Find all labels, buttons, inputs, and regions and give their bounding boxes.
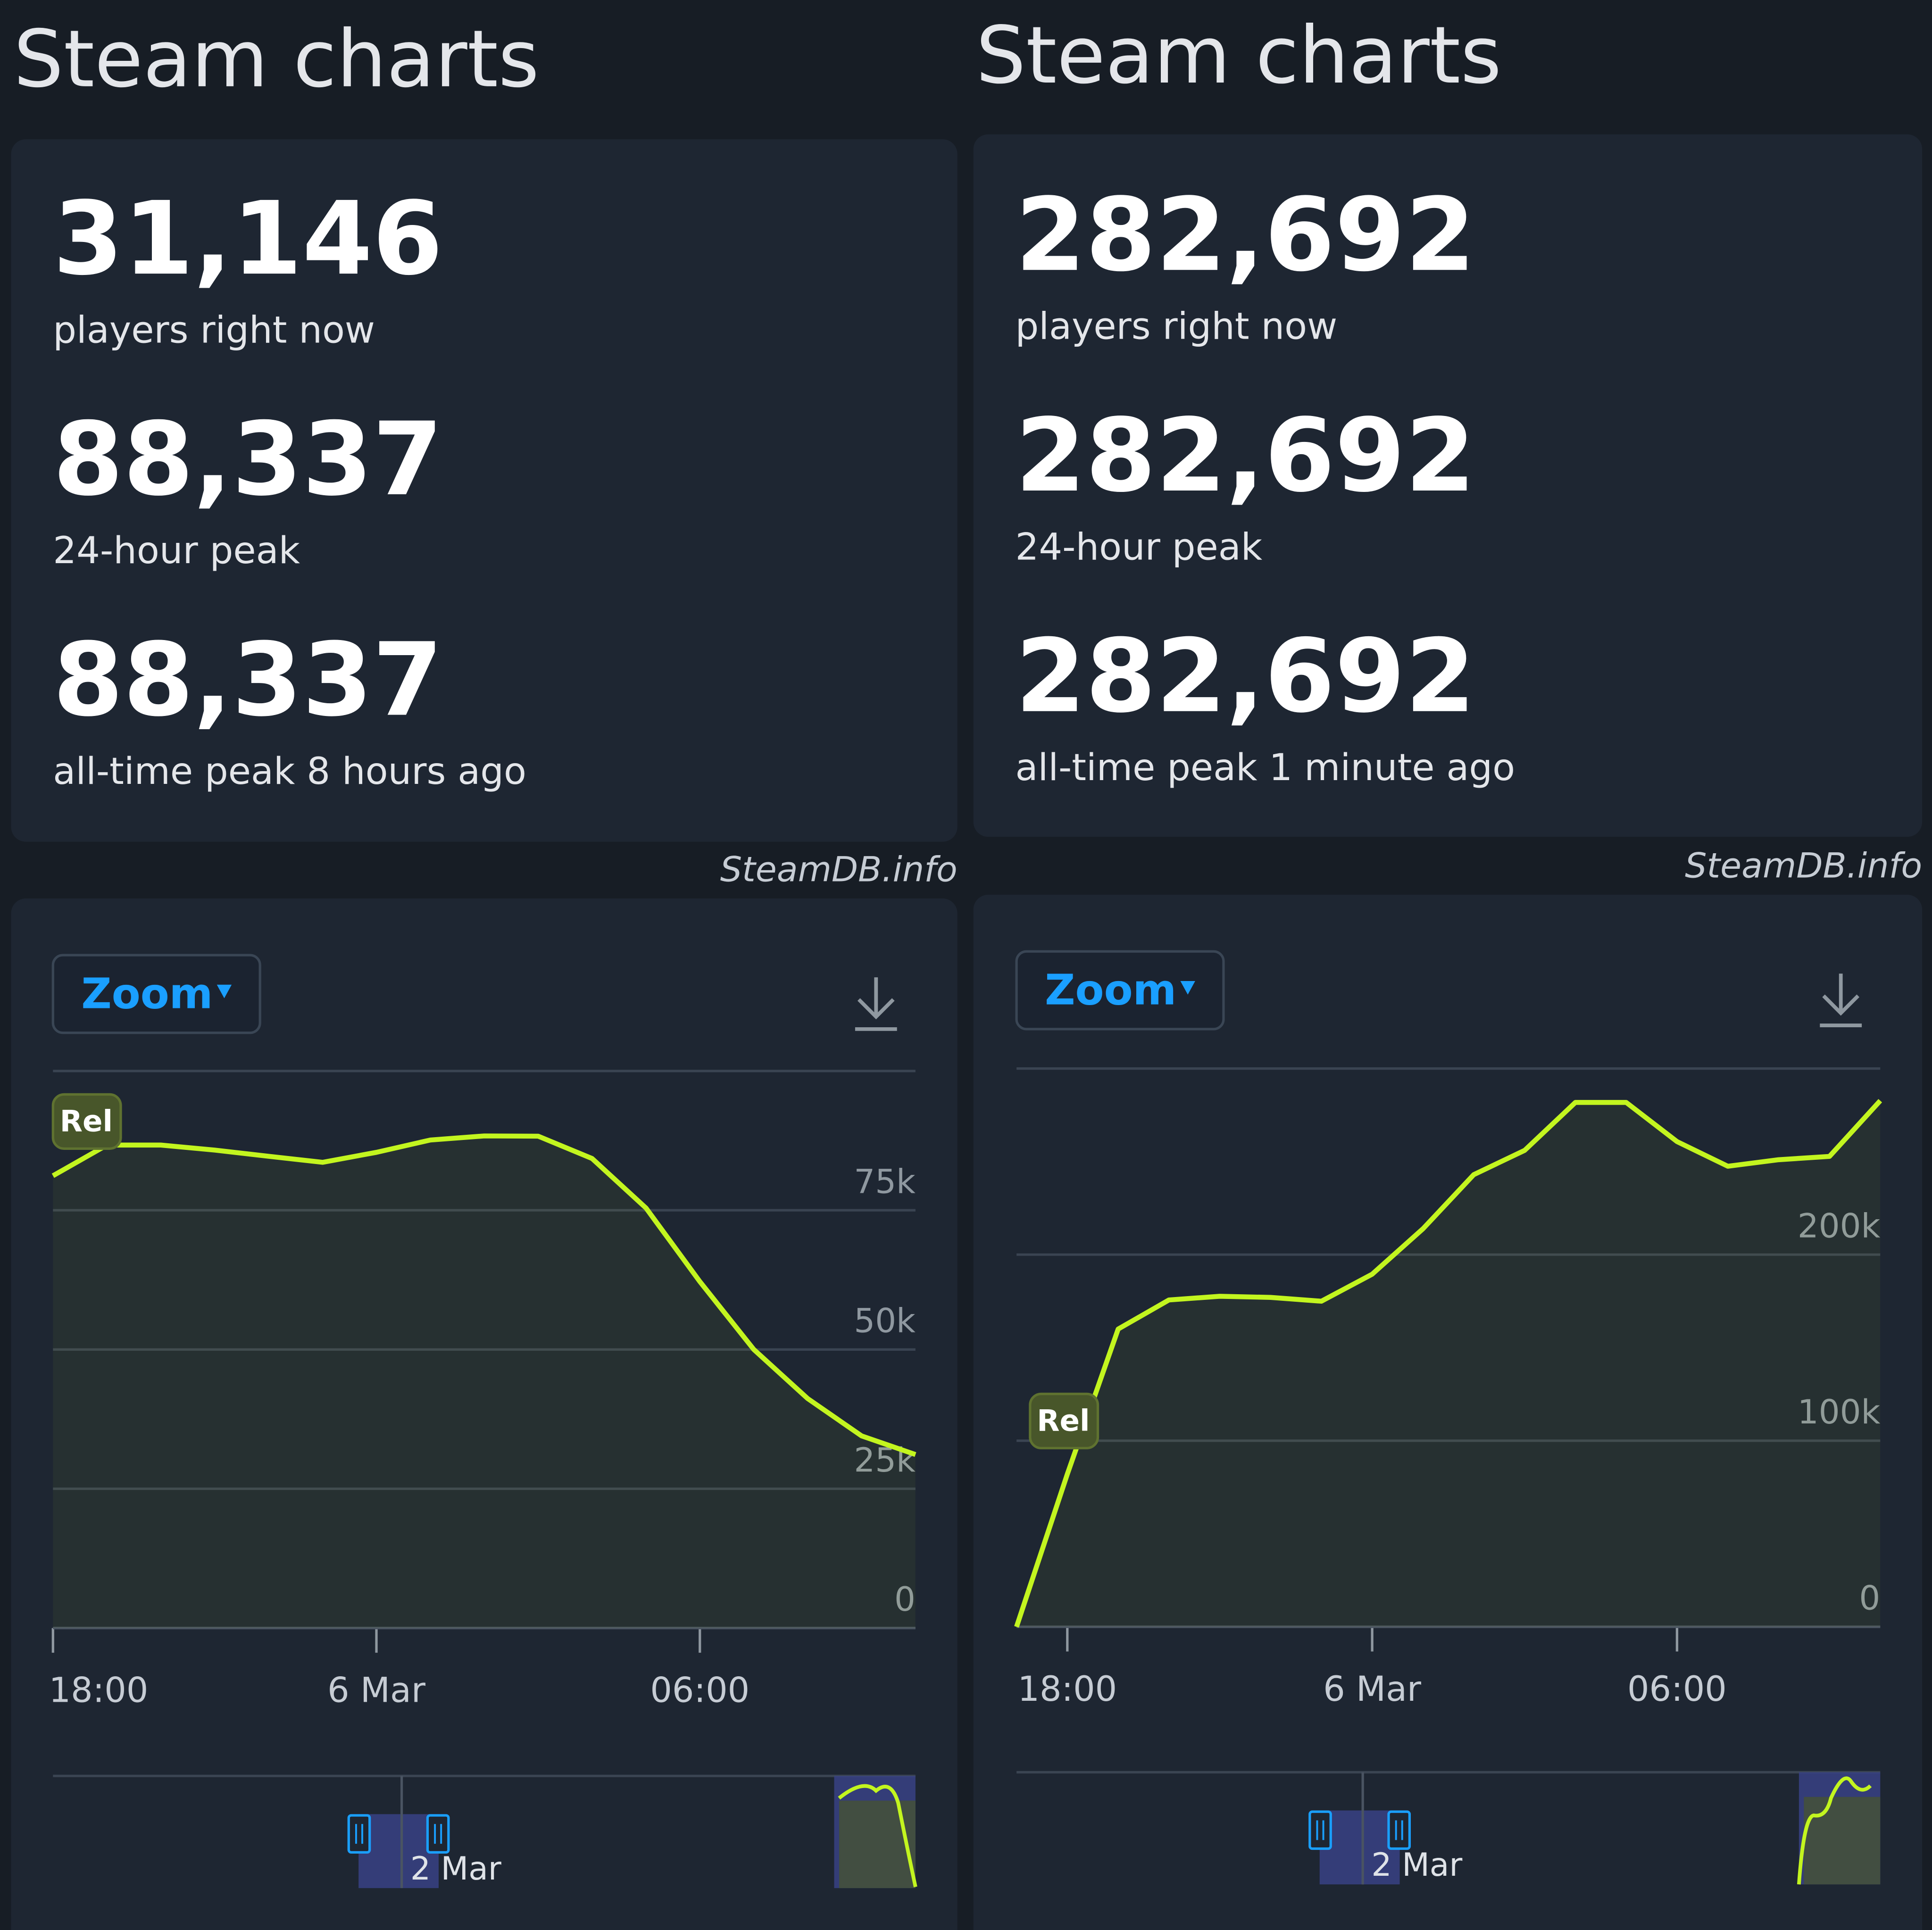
navigator-handle[interactable] <box>1387 1810 1411 1850</box>
zoom-button[interactable] <box>51 954 261 1034</box>
stats-card <box>973 134 1923 837</box>
stat-label: players right now <box>1015 305 1337 348</box>
release-badge-label: Rel <box>60 1104 113 1139</box>
zoom-button[interactable] <box>1015 950 1225 1031</box>
series-area <box>53 1136 916 1628</box>
navigator-handle-grip[interactable] <box>434 1824 442 1844</box>
stat-value: 282,692 <box>1015 617 1475 735</box>
navigator-handle[interactable] <box>347 1814 371 1854</box>
y-tick-label: 100k <box>1798 1393 1881 1431</box>
stat-label: all-time peak 8 hours ago <box>53 750 526 793</box>
y-tick-label: 50k <box>854 1302 916 1340</box>
download-icon[interactable] <box>855 977 897 1031</box>
stat-value: 88,337 <box>53 621 443 739</box>
y-tick-label: 200k <box>1798 1206 1881 1245</box>
navigator-handle-grip[interactable] <box>1316 1820 1324 1840</box>
source-credit: SteamDB.info <box>1685 846 1922 886</box>
navigator-handle-grip[interactable] <box>355 1824 363 1844</box>
stat-value: 282,692 <box>1015 397 1475 515</box>
page-heading: Steam charts <box>976 10 1502 101</box>
x-tick-label: 18:00 <box>1017 1669 1117 1709</box>
navigator-window <box>1319 1810 1400 1885</box>
navigator-window <box>358 1814 439 1888</box>
zoom-caret[interactable] <box>1180 981 1195 995</box>
navigator-date-label: 2 Mar <box>1371 1847 1462 1884</box>
stat-label: all-time peak 1 minute ago <box>1015 746 1515 789</box>
stat-value: 88,337 <box>53 400 443 518</box>
zoom-label[interactable]: Zoom <box>81 969 213 1018</box>
navigator-mini-line <box>1797 1776 1872 1885</box>
stat-value: 31,146 <box>53 180 443 298</box>
navigator-handle[interactable] <box>1308 1810 1332 1850</box>
series-line <box>1014 1099 1882 1628</box>
y-tick-label: 75k <box>854 1162 916 1201</box>
navigator-mini-area <box>839 1800 916 1888</box>
x-tick-label: 6 Mar <box>1323 1669 1422 1709</box>
x-tick-label: 06:00 <box>1627 1669 1727 1709</box>
series-area <box>1016 1100 1881 1627</box>
download-icon[interactable] <box>1820 973 1862 1027</box>
navigator-date-label: 2 Mar <box>410 1850 501 1888</box>
x-tick-label: 18:00 <box>49 1671 149 1711</box>
zoom-caret[interactable] <box>217 984 232 998</box>
chart-card <box>973 895 1923 1930</box>
stats-card <box>11 139 958 842</box>
navigator-mini-area <box>1804 1797 1881 1885</box>
release-badge-label: Rel <box>1037 1404 1090 1438</box>
navigator-handle-grip[interactable] <box>1395 1820 1403 1840</box>
navigator-mini-line <box>838 1784 917 1888</box>
navigator-handle[interactable] <box>426 1814 450 1854</box>
stat-label: 24-hour peak <box>53 529 300 572</box>
source-credit: SteamDB.info <box>720 849 958 890</box>
page-heading: Steam charts <box>14 14 540 105</box>
stat-label: 24-hour peak <box>1015 525 1262 568</box>
y-tick-label: 0 <box>1859 1579 1880 1618</box>
y-tick-label: 25k <box>854 1441 916 1480</box>
series-line <box>51 1133 916 1457</box>
release-badge <box>51 1093 122 1150</box>
zoom-label[interactable]: Zoom <box>1045 966 1176 1015</box>
stat-value: 282,692 <box>1015 176 1475 294</box>
y-tick-label: 0 <box>894 1580 916 1619</box>
x-tick-label: 06:00 <box>650 1671 749 1711</box>
release-badge <box>1029 1392 1099 1449</box>
x-tick-label: 6 Mar <box>327 1671 426 1711</box>
stat-label: players right now <box>53 308 375 351</box>
